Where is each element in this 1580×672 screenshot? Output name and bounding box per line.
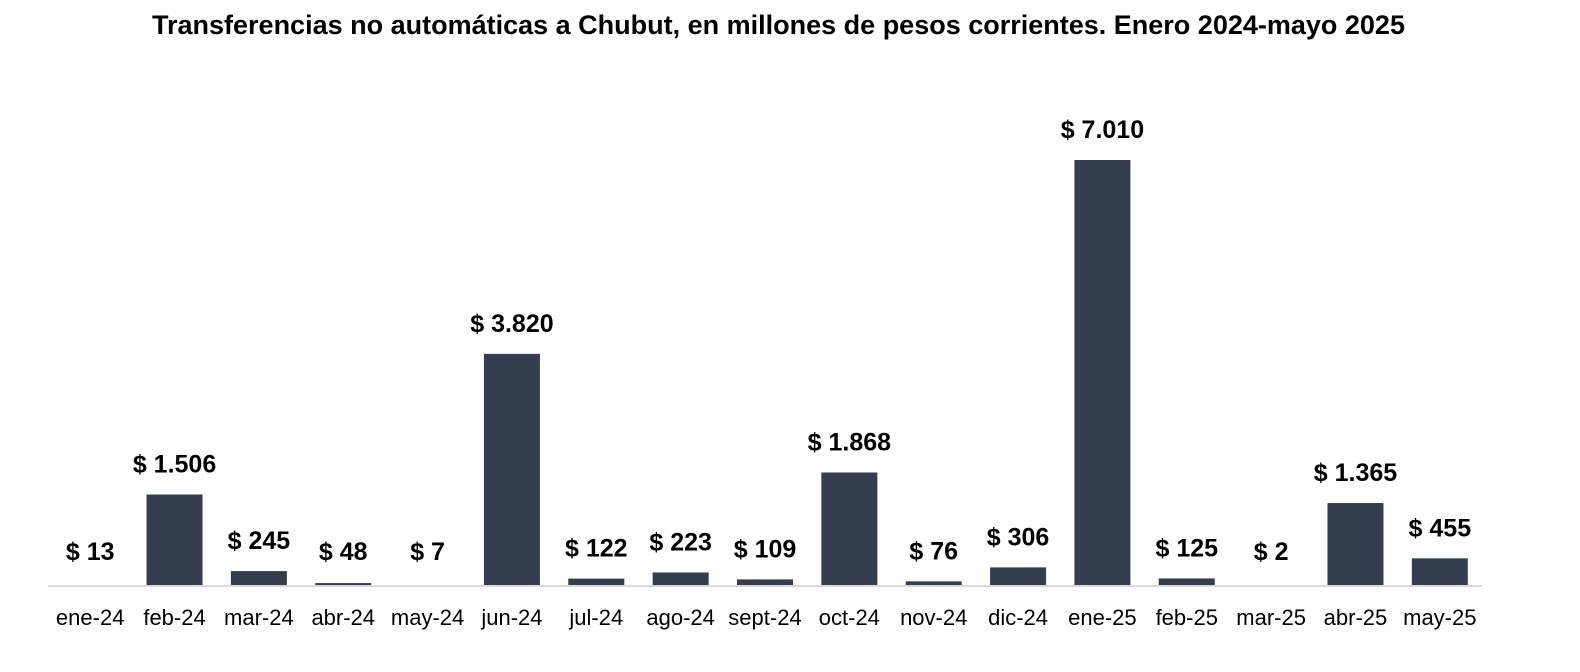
bar-jul-24 bbox=[568, 578, 625, 586]
data-label-may-25: $ 455 bbox=[1409, 514, 1472, 542]
data-label-sept-24: $ 109 bbox=[734, 535, 797, 563]
x-tick-sept-24: sept-24 bbox=[728, 605, 801, 630]
bar-feb-25 bbox=[1158, 578, 1215, 586]
bar-jun-24 bbox=[483, 353, 540, 586]
data-label-feb-25: $ 125 bbox=[1155, 534, 1218, 562]
data-label-abr-24: $ 48 bbox=[319, 538, 368, 566]
data-labels-layer: $ 13 $ 1.506 $ 245 $ 48 $ 7 $ 3.820 $ 122 $ 223… bbox=[66, 116, 1471, 566]
x-tick-ene-24: ene-24 bbox=[56, 605, 125, 630]
x-tick-feb-24: feb-24 bbox=[143, 605, 205, 630]
data-label-jul-24: $ 122 bbox=[565, 535, 628, 563]
x-tick-dic-24: dic-24 bbox=[988, 605, 1048, 630]
data-label-mar-24: $ 245 bbox=[228, 527, 291, 555]
chart-title: Transferencias no automáticas a Chubut, … bbox=[152, 10, 1405, 40]
bar-mar-24 bbox=[230, 571, 287, 586]
x-tick-ago-24: ago-24 bbox=[646, 605, 715, 630]
bar-feb-24 bbox=[146, 494, 203, 586]
bars-layer bbox=[62, 160, 1468, 586]
data-label-dic-24: $ 306 bbox=[987, 523, 1050, 551]
x-tick-labels-layer: ene-24 feb-24 mar-24 abr-24 may-24 jun-24 jul-… bbox=[56, 605, 1477, 630]
data-label-ago-24: $ 223 bbox=[649, 528, 712, 556]
bar-dic-24 bbox=[990, 567, 1047, 586]
data-label-nov-24: $ 76 bbox=[909, 537, 958, 565]
x-tick-may-25: may-25 bbox=[1403, 605, 1476, 630]
data-label-jun-24: $ 3.820 bbox=[470, 310, 553, 338]
data-label-mar-25: $ 2 bbox=[1254, 538, 1289, 566]
bar-abr-25 bbox=[1327, 503, 1384, 586]
x-tick-abr-24: abr-24 bbox=[311, 605, 375, 630]
x-tick-feb-25: feb-25 bbox=[1156, 605, 1218, 630]
data-label-ene-25: $ 7.010 bbox=[1061, 116, 1144, 144]
x-tick-may-24: may-24 bbox=[391, 605, 464, 630]
x-tick-oct-24: oct-24 bbox=[819, 605, 880, 630]
bar-ene-25 bbox=[1074, 160, 1131, 586]
bar-abr-24 bbox=[315, 583, 372, 586]
data-label-feb-24: $ 1.506 bbox=[133, 450, 216, 478]
bar-sept-24 bbox=[737, 579, 793, 586]
data-label-may-24: $ 7 bbox=[410, 538, 445, 566]
data-label-oct-24: $ 1.868 bbox=[808, 428, 892, 456]
bar-ago-24 bbox=[652, 572, 709, 586]
x-tick-nov-24: nov-24 bbox=[900, 605, 967, 630]
bar-nov-24 bbox=[905, 581, 962, 586]
bar-oct-24 bbox=[821, 472, 878, 586]
x-tick-ene-25: ene-25 bbox=[1068, 605, 1137, 630]
x-tick-jun-24: jun-24 bbox=[480, 605, 542, 630]
x-tick-jul-24: jul-24 bbox=[568, 605, 623, 630]
x-tick-mar-25: mar-25 bbox=[1236, 605, 1306, 630]
x-tick-mar-24: mar-24 bbox=[224, 605, 294, 630]
x-tick-abr-25: abr-25 bbox=[1324, 605, 1388, 630]
bar-may-25 bbox=[1411, 558, 1468, 586]
data-label-ene-24: $ 13 bbox=[66, 538, 115, 566]
data-label-abr-25: $ 1.365 bbox=[1314, 459, 1398, 487]
